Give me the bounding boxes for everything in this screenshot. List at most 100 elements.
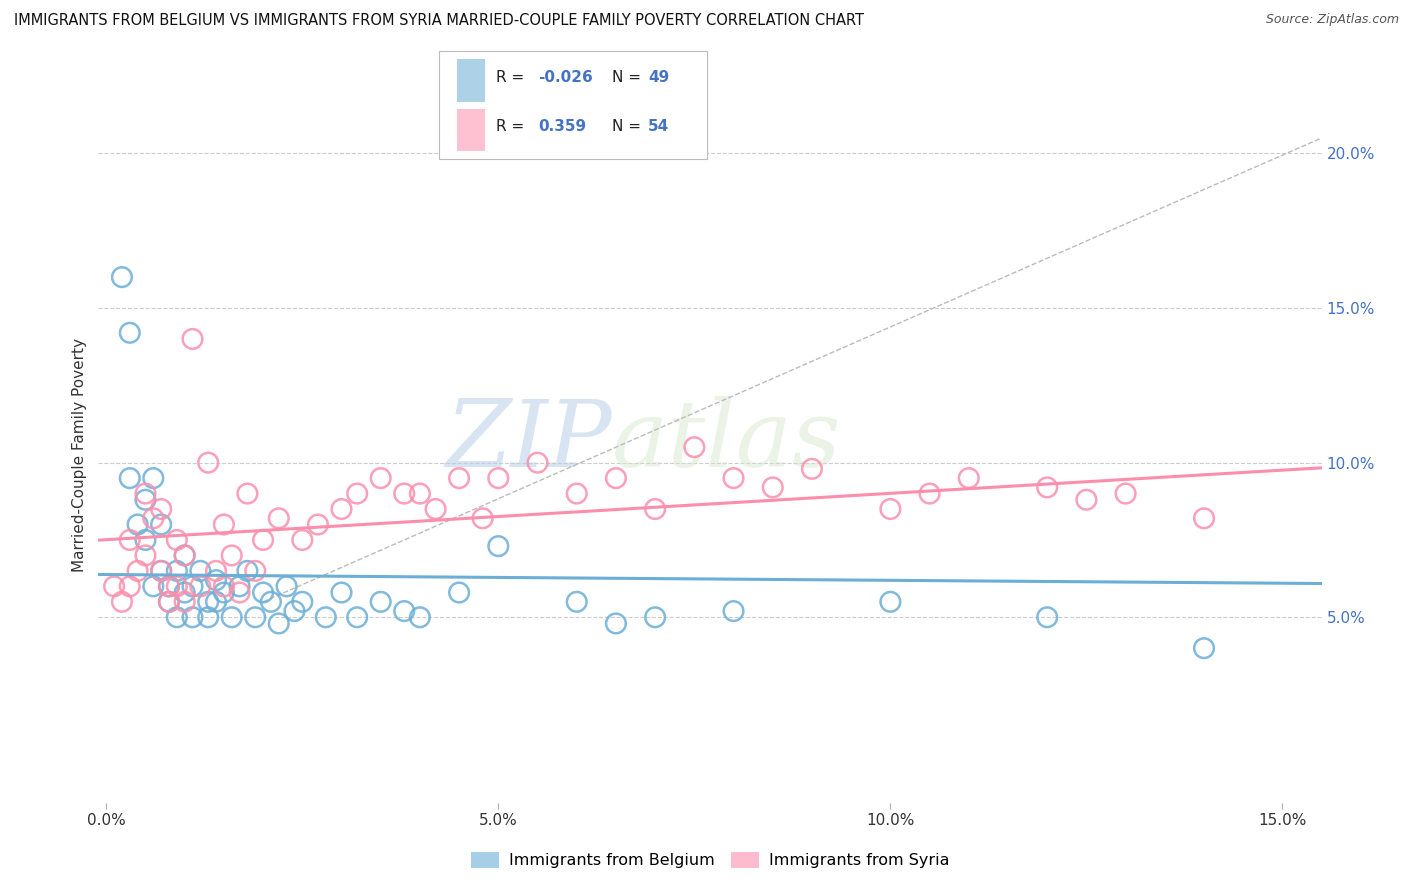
Point xyxy=(723,471,745,485)
Point xyxy=(1192,641,1215,656)
Text: R =: R = xyxy=(496,70,530,85)
Text: N =: N = xyxy=(612,70,645,85)
Point xyxy=(260,595,283,609)
Point xyxy=(330,502,353,516)
Point xyxy=(683,440,706,454)
Text: Source: ZipAtlas.com: Source: ZipAtlas.com xyxy=(1265,13,1399,27)
Point xyxy=(228,579,250,593)
Point xyxy=(1076,492,1098,507)
Point xyxy=(173,585,195,599)
Point xyxy=(181,579,204,593)
Point xyxy=(181,332,204,346)
Point xyxy=(471,511,494,525)
Point xyxy=(134,533,156,547)
Point xyxy=(103,579,125,593)
Point xyxy=(127,564,149,578)
Point xyxy=(134,492,156,507)
Point xyxy=(245,610,267,624)
Point xyxy=(228,585,250,599)
Text: -0.026: -0.026 xyxy=(538,70,593,85)
Point xyxy=(245,564,267,578)
Point xyxy=(118,471,141,485)
Point xyxy=(188,579,212,593)
Point xyxy=(1036,480,1059,494)
Point xyxy=(1192,511,1215,525)
Point xyxy=(526,456,548,470)
Point xyxy=(486,539,509,553)
Point xyxy=(157,595,180,609)
Point xyxy=(1036,610,1059,624)
Point xyxy=(449,585,471,599)
Point xyxy=(409,610,432,624)
Point xyxy=(166,564,188,578)
Point xyxy=(605,616,627,631)
Point xyxy=(142,579,165,593)
Text: 49: 49 xyxy=(648,70,669,85)
Text: atlas: atlas xyxy=(612,396,842,486)
Point xyxy=(212,517,235,532)
Point xyxy=(392,604,416,618)
Point xyxy=(118,579,141,593)
Point xyxy=(150,564,173,578)
Point xyxy=(276,579,298,593)
Point xyxy=(212,579,235,593)
Point xyxy=(565,486,588,500)
Point xyxy=(801,462,824,476)
Point xyxy=(267,616,290,631)
Point xyxy=(188,564,212,578)
Point xyxy=(111,595,134,609)
Point xyxy=(197,456,219,470)
Point xyxy=(127,517,149,532)
Point xyxy=(291,595,314,609)
Point xyxy=(166,579,188,593)
Point xyxy=(762,480,785,494)
Point xyxy=(236,564,259,578)
Y-axis label: Married-Couple Family Poverty: Married-Couple Family Poverty xyxy=(72,338,87,572)
Point xyxy=(157,579,180,593)
Point xyxy=(111,270,134,285)
Point xyxy=(291,533,314,547)
Text: N =: N = xyxy=(612,119,645,134)
Point xyxy=(142,511,165,525)
Point xyxy=(879,595,901,609)
Point xyxy=(173,595,195,609)
Point xyxy=(221,549,243,563)
Point xyxy=(150,564,173,578)
Point xyxy=(644,610,666,624)
Point xyxy=(134,549,156,563)
Point xyxy=(173,549,195,563)
Point xyxy=(370,595,392,609)
Point xyxy=(409,486,432,500)
Point xyxy=(181,610,204,624)
Point xyxy=(150,517,173,532)
Point xyxy=(918,486,941,500)
Text: ZIP: ZIP xyxy=(446,396,612,486)
Point xyxy=(166,533,188,547)
Text: 54: 54 xyxy=(648,119,669,134)
Point xyxy=(486,471,509,485)
Point xyxy=(236,486,259,500)
Point xyxy=(346,610,368,624)
Point xyxy=(142,471,165,485)
Point xyxy=(173,549,195,563)
Point xyxy=(449,471,471,485)
Point xyxy=(118,533,141,547)
Point xyxy=(205,564,228,578)
Point xyxy=(346,486,368,500)
Text: R =: R = xyxy=(496,119,530,134)
Point xyxy=(644,502,666,516)
Point xyxy=(330,585,353,599)
Point xyxy=(118,326,141,340)
Point xyxy=(221,610,243,624)
Point xyxy=(565,595,588,609)
Point xyxy=(205,573,228,587)
Point xyxy=(283,604,305,618)
Point xyxy=(205,595,228,609)
Point xyxy=(267,511,290,525)
Point xyxy=(157,579,180,593)
Legend: Immigrants from Belgium, Immigrants from Syria: Immigrants from Belgium, Immigrants from… xyxy=(464,846,956,875)
Text: 0.359: 0.359 xyxy=(538,119,586,134)
Text: IMMIGRANTS FROM BELGIUM VS IMMIGRANTS FROM SYRIA MARRIED-COUPLE FAMILY POVERTY C: IMMIGRANTS FROM BELGIUM VS IMMIGRANTS FR… xyxy=(14,13,865,29)
Point xyxy=(157,595,180,609)
Point xyxy=(879,502,901,516)
